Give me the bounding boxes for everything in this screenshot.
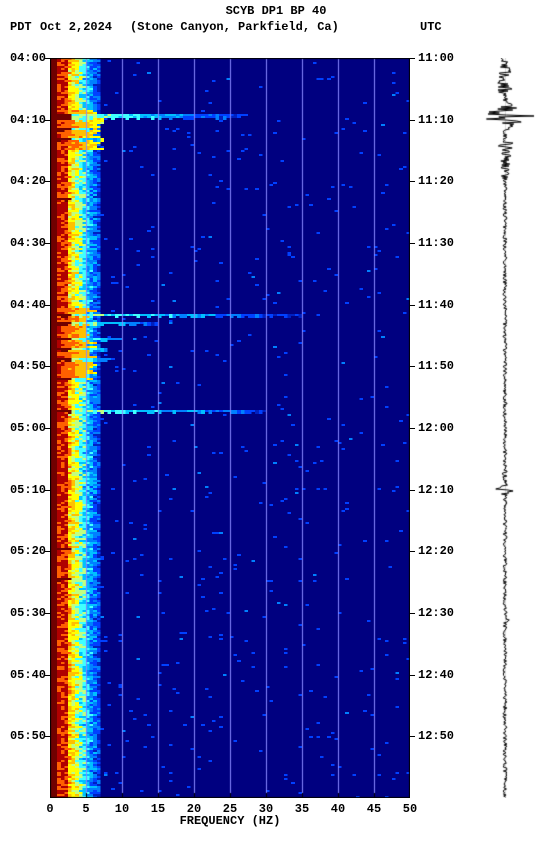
waveform-canvas [470,58,540,798]
ytick-right: 11:00 [418,51,454,65]
ytick-right: 12:40 [418,668,454,682]
ytick-right: 12:50 [418,729,454,743]
ytick-right: 11:20 [418,174,454,188]
xtick-label: 15 [151,802,165,816]
xtick-label: 20 [187,802,201,816]
ytick-right: 11:40 [418,298,454,312]
xtick-label: 50 [403,802,417,816]
ytick-left: 04:30 [2,236,46,250]
xtick-label: 5 [82,802,89,816]
ytick-right: 11:10 [418,113,454,127]
ytick-right: 12:20 [418,544,454,558]
xtick-label: 40 [331,802,345,816]
ytick-left: 05:00 [2,421,46,435]
xtick-label: 35 [295,802,309,816]
ytick-left: 04:00 [2,51,46,65]
ytick-left: 04:10 [2,113,46,127]
location-label: (Stone Canyon, Parkfield, Ca) [130,20,339,34]
xtick-label: 30 [259,802,273,816]
xtick-label: 25 [223,802,237,816]
ytick-left: 05:50 [2,729,46,743]
xaxis-title: FREQUENCY (HZ) [50,814,410,828]
xtick-label: 0 [46,802,53,816]
ytick-left: 04:40 [2,298,46,312]
ytick-left: 04:20 [2,174,46,188]
xtick-label: 10 [115,802,129,816]
ytick-right: 12:00 [418,421,454,435]
xtick-label: 45 [367,802,381,816]
ytick-left: 05:20 [2,544,46,558]
tz-right-label: UTC [420,20,442,34]
ytick-left: 05:10 [2,483,46,497]
ytick-right: 12:30 [418,606,454,620]
ytick-right: 12:10 [418,483,454,497]
ytick-right: 11:50 [418,359,454,373]
chart-title: SCYB DP1 BP 40 [0,4,552,18]
ytick-right: 11:30 [418,236,454,250]
spectrogram-grid [50,58,410,798]
ytick-left: 05:30 [2,606,46,620]
tz-left-label: PDT [10,20,32,34]
date-label: Oct 2,2024 [40,20,112,34]
ytick-left: 04:50 [2,359,46,373]
ytick-left: 05:40 [2,668,46,682]
